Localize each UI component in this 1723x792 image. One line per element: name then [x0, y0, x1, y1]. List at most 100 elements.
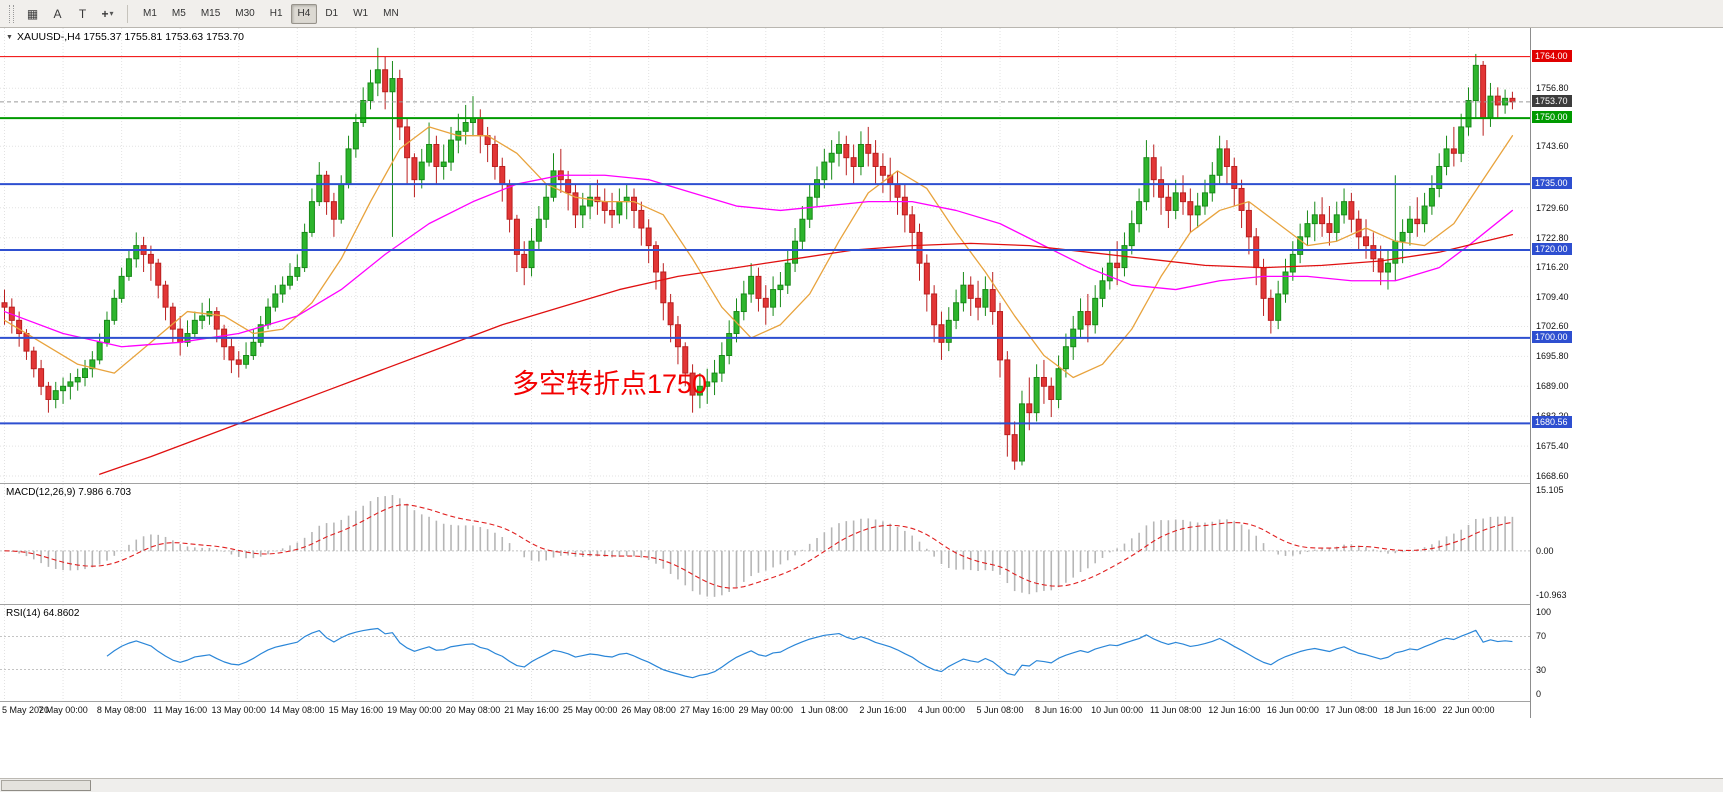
candle-body [345, 148, 352, 185]
rsi-panel[interactable] [0, 605, 1530, 701]
timeframe-button-w1[interactable]: W1 [353, 8, 369, 19]
candle-body [601, 201, 608, 211]
candle-body [1443, 148, 1450, 167]
candle-body [1004, 359, 1011, 436]
candle-body [587, 196, 594, 207]
candle-body [147, 253, 154, 264]
chart-window-button[interactable]: ▦ [21, 3, 44, 24]
candle-body [45, 385, 52, 400]
candle-body [382, 69, 389, 93]
candle-body [1275, 293, 1282, 321]
candle-body [762, 297, 769, 308]
toolbar-grip[interactable] [9, 4, 14, 23]
timeframe-button-m1[interactable]: M1 [143, 8, 157, 19]
text-annotation-button[interactable]: A [46, 3, 69, 24]
candle-body [338, 183, 345, 220]
line-studies-button[interactable]: + ▾ [96, 3, 119, 24]
candle-body [784, 262, 791, 286]
time-label: 2 Jun 16:00 [859, 705, 907, 715]
price-badge-1680.56[interactable]: 1680.56 [1532, 416, 1572, 429]
timeframe-button-m5[interactable]: M5 [171, 8, 186, 19]
candle-body [38, 368, 45, 387]
candle-body [953, 302, 960, 321]
candle-body [718, 355, 725, 374]
collapse-icon[interactable]: ▼ [6, 34, 13, 41]
candle-body [1377, 258, 1384, 273]
ma-slow-line[interactable] [99, 233, 1514, 475]
candle-body [623, 196, 630, 203]
macd-tick-0.00: 0.00 [1536, 545, 1554, 556]
candle-body [704, 381, 711, 387]
candle-body [513, 218, 520, 255]
candle-body [118, 275, 125, 299]
time-label: 14 May 08:00 [270, 705, 325, 715]
chart-area[interactable]: 1756.80 1743.60 1729.60 1722.80 1716.20 1709.… [0, 28, 1723, 792]
candle-body [909, 214, 916, 233]
candle-body [1311, 214, 1318, 225]
main-price-panel[interactable] [0, 28, 1530, 483]
price-tick-1682.20: 1682.20 [1536, 411, 1569, 421]
macd-panel[interactable] [0, 484, 1530, 604]
ma-fast-line[interactable] [3, 126, 1514, 379]
chart-title: ▼ XAUUSD-,H4 1755.37 1755.81 1753.63 1753… [6, 31, 244, 43]
rsi-tick-30: 30 [1536, 664, 1547, 675]
macd-name: MACD(12,26,9) [6, 487, 76, 498]
candle-body [528, 240, 535, 269]
candle-body [243, 355, 250, 365]
price-badge-1720.00[interactable]: 1720.00 [1532, 243, 1572, 255]
candle-body [1018, 403, 1025, 462]
candle-body [638, 209, 645, 229]
price-scale[interactable]: 1756.80 1743.60 1729.60 1722.80 1716.20 1709.… [1530, 28, 1723, 718]
macd-signal-line [4, 504, 1513, 589]
candle-body [506, 183, 513, 220]
candle-body [674, 324, 681, 348]
ma-mid-line[interactable] [3, 174, 1514, 348]
time-label: 5 May 2020 [2, 705, 50, 715]
candle-body [931, 293, 938, 326]
candle-body [199, 315, 206, 321]
candle-body [499, 165, 506, 185]
candle-body [1480, 64, 1487, 119]
price-badge-1700.00[interactable]: 1700.00 [1532, 330, 1572, 343]
panel-separator[interactable] [0, 604, 1723, 605]
price-badge-1735.00[interactable]: 1735.00 [1532, 177, 1572, 190]
candle-body [418, 161, 425, 181]
candle-body [1128, 223, 1135, 247]
macd-histogram [11, 494, 1514, 597]
candle-body [265, 306, 272, 326]
chart-text-annotation[interactable]: 多空转折点1750 [512, 369, 708, 399]
candle-body [228, 346, 235, 361]
timeframe-button-mn[interactable]: MN [383, 8, 399, 19]
candle-body [1260, 267, 1267, 299]
price-badge-1750.00[interactable]: 1750.00 [1532, 111, 1572, 124]
label-tool-button[interactable]: T [71, 3, 94, 24]
timeframe-button-d1[interactable]: D1 [325, 8, 339, 19]
horizontal-scrollbar[interactable] [0, 778, 1723, 792]
time-label: 13 May 00:00 [211, 705, 266, 715]
candle-body [1282, 271, 1289, 295]
candle-body [316, 174, 323, 203]
price-tick-1702.60: 1702.60 [1536, 321, 1569, 332]
time-axis[interactable]: 5 May 2020 7 May 00:00 8 May 08:00 11 May 1… [0, 702, 1530, 718]
time-label: 21 May 16:00 [504, 705, 559, 715]
timeframe-button-m15[interactable]: M15 [200, 8, 221, 19]
price-tick-1668.60: 1668.60 [1536, 470, 1569, 481]
tool-button-group: ▦ A T + ▾ [21, 3, 119, 24]
candle-body [272, 293, 279, 308]
time-label: 10 Jun 00:00 [1091, 705, 1144, 715]
timeframe-button-m30[interactable]: M30 [235, 8, 255, 19]
timeframe-button-h1[interactable]: H1 [269, 8, 283, 19]
panel-separator[interactable] [0, 483, 1723, 484]
candle-body [177, 328, 184, 343]
panel-separator[interactable] [0, 701, 1723, 702]
candle-body [1304, 223, 1311, 238]
candle-body [1436, 165, 1443, 189]
candle-body [667, 302, 674, 326]
candle-body [682, 346, 689, 374]
bottom-strip [0, 718, 1723, 792]
price-badge-1764.00[interactable]: 1764.00 [1532, 49, 1572, 62]
scrollbar-thumb[interactable] [1, 780, 91, 791]
timeframe-button-h4[interactable]: H4 [290, 3, 318, 24]
time-label: 29 May 00:00 [738, 705, 794, 715]
candle-body [850, 157, 857, 167]
